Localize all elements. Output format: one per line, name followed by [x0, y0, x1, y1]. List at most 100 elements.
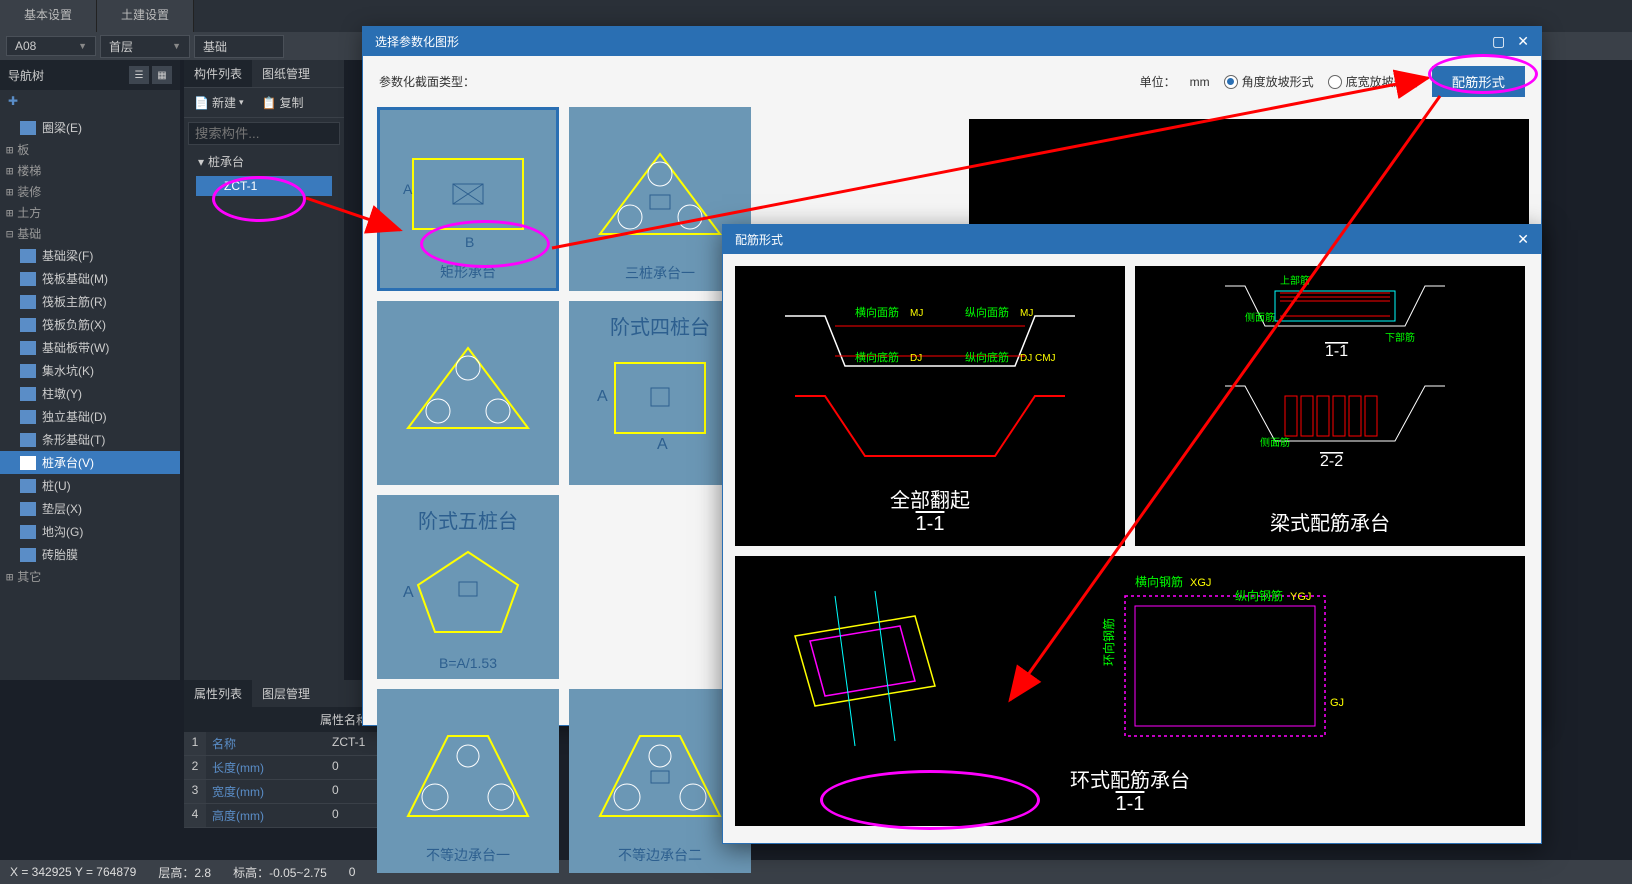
nav-item-decoration[interactable]: ⊞装修 — [0, 181, 180, 202]
nav-item-stair[interactable]: ⊞楼梯 — [0, 160, 180, 181]
rebar-card-beam[interactable]: 上部筋 侧面筋 下部筋 1-1 侧面筋 2-2 梁式配筋承台 — [1135, 266, 1525, 546]
svg-text:A: A — [403, 181, 413, 197]
tab-drawing-manage[interactable]: 图纸管理 — [252, 60, 320, 87]
radio-width-slope[interactable]: 底宽放坡形式 — [1328, 73, 1418, 90]
shape-card-irreg1[interactable]: 不等边承台一 — [377, 689, 559, 873]
tab-layer-manage[interactable]: 图层管理 — [252, 680, 320, 707]
chevron-down-icon: ▼ — [172, 41, 181, 51]
svg-text:XGJ: XGJ — [1190, 577, 1211, 589]
rebar-card-caption: 梁式配筋承台 — [1135, 507, 1525, 536]
close-icon[interactable]: ✕ — [1517, 33, 1529, 50]
nav-item-pile-cap[interactable]: 桩承台(V) — [0, 451, 180, 474]
rebar-dialog-title: 配筋形式 — [735, 231, 783, 248]
coord-readout: X = 342925 Y = 764879 — [10, 865, 136, 879]
shape-card-step5[interactable]: 阶式五桩台 A B=A/1.53 — [377, 495, 559, 679]
annotation-circle — [420, 220, 550, 268]
annotation-circle — [212, 176, 306, 222]
tab-civil-settings[interactable]: 土建设置 — [97, 0, 194, 32]
svg-text:横向底筋: 横向底筋 — [855, 350, 899, 364]
cushion-icon — [20, 502, 36, 516]
nav-item-earthwork[interactable]: ⊞土方 — [0, 202, 180, 223]
svg-text:侧面筋: 侧面筋 — [1245, 311, 1275, 324]
pile-icon — [20, 479, 36, 493]
svg-text:下部筋: 下部筋 — [1385, 331, 1415, 344]
unit-label: 单位： — [1140, 73, 1176, 90]
radio-angle-slope[interactable]: 角度放坡形式 — [1224, 73, 1314, 90]
svg-text:横向钢筋: 横向钢筋 — [1135, 574, 1183, 589]
nav-item-other[interactable]: ⊞其它 — [0, 566, 180, 587]
tab-basic-settings[interactable]: 基本设置 — [0, 0, 97, 32]
search-input[interactable] — [188, 122, 340, 145]
svg-text:1-1: 1-1 — [1325, 343, 1348, 360]
nav-tree-panel: 导航树 ☰ ▦ ✚ 圈梁(E) ⊞板 ⊞楼梯 ⊞装修 ⊞土方 ⊟基础 基础梁(F… — [0, 60, 180, 680]
shape-top-label: 阶式四桩台 — [610, 311, 710, 340]
shape-label: 不等边承台一 — [379, 845, 557, 865]
beam-icon — [20, 249, 36, 263]
svg-text:纵向底筋: 纵向底筋 — [965, 350, 1009, 364]
svg-text:A: A — [657, 436, 668, 453]
nav-item-brick-mold[interactable]: 砖胎膜 — [0, 543, 180, 566]
nav-item-isolated[interactable]: 独立基础(D) — [0, 405, 180, 428]
rebar-icon — [20, 295, 36, 309]
raft-icon — [20, 272, 36, 286]
tab-property-list[interactable]: 属性列表 — [184, 680, 252, 707]
svg-text:环向钢筋: 环向钢筋 — [1101, 618, 1116, 666]
component-list-panel: 构件列表 图纸管理 📄新建▾ 📋复制 ▾桩承台 ZCT-1 — [184, 60, 344, 680]
shape-card-tri3b[interactable] — [377, 301, 559, 485]
nav-item-pile[interactable]: 桩(U) — [0, 474, 180, 497]
grid-view-icon[interactable]: ▦ — [152, 66, 172, 84]
ring-beam-icon — [20, 121, 36, 135]
annotation-circle — [820, 770, 1040, 830]
nav-item-strip[interactable]: 基础板带(W) — [0, 336, 180, 359]
svg-text:YGJ: YGJ — [1290, 591, 1311, 603]
nav-item-raft-main[interactable]: 筏板主筋(R) — [0, 290, 180, 313]
nav-item-raft[interactable]: 筏板基础(M) — [0, 267, 180, 290]
shape-sub-label: B=A/1.53 — [379, 655, 557, 671]
svg-text:横向面筋: 横向面筋 — [855, 305, 899, 319]
tab-component-list[interactable]: 构件列表 — [184, 60, 252, 87]
nav-item-cushion[interactable]: 垫层(X) — [0, 497, 180, 520]
component-tree-root[interactable]: ▾桩承台 — [184, 149, 344, 174]
list-view-icon[interactable]: ☰ — [129, 66, 149, 84]
maximize-icon[interactable]: ▢ — [1492, 33, 1505, 50]
svg-text:CMJ: CMJ — [1035, 353, 1056, 364]
rebar-dialog-titlebar[interactable]: 配筋形式 ✕ — [723, 225, 1541, 254]
svg-text:A: A — [403, 584, 414, 601]
svg-text:MJ: MJ — [1020, 308, 1033, 319]
dialog-title: 选择参数化图形 — [375, 33, 459, 50]
svg-text:MJ: MJ — [910, 308, 923, 319]
rebar-form-dialog: 配筋形式 ✕ 横向面筋MJ 纵向面筋MJ 横向底筋DJ 纵向底筋DJ CMJ 全… — [722, 224, 1542, 844]
pier-icon — [20, 387, 36, 401]
svg-text:纵向钢筋: 纵向钢筋 — [1235, 588, 1283, 603]
nav-item-strip-foundation[interactable]: 条形基础(T) — [0, 428, 180, 451]
nav-item-foundation-beam[interactable]: 基础梁(F) — [0, 244, 180, 267]
svg-text:上部筋: 上部筋 — [1280, 274, 1310, 287]
rebar-card-caption: 全部翻起1-1 — [735, 484, 1125, 536]
nav-item-pier[interactable]: 柱墩(Y) — [0, 382, 180, 405]
svg-text:A: A — [597, 388, 608, 405]
nav-item-raft-neg[interactable]: 筏板负筋(X) — [0, 313, 180, 336]
isolated-icon — [20, 410, 36, 424]
floor-dropdown[interactable]: 首层▼ — [100, 35, 190, 58]
nav-item-ring-beam[interactable]: 圈梁(E) — [0, 116, 180, 139]
annotation-circle — [1428, 54, 1538, 94]
svg-text:DJ: DJ — [1020, 353, 1032, 364]
new-component-button[interactable]: 📄新建▾ — [188, 92, 250, 113]
building-code-dropdown[interactable]: A08▼ — [6, 36, 96, 56]
layer-height-label: 层高：2.8 — [158, 864, 211, 881]
close-icon[interactable]: ✕ — [1517, 231, 1529, 248]
dialog-titlebar[interactable]: 选择参数化图形 ▢ ✕ — [363, 27, 1541, 56]
shape-label: 不等边承台二 — [571, 845, 749, 865]
category-dropdown[interactable]: 基础 — [194, 35, 284, 58]
nav-item-sump[interactable]: 集水坑(K) — [0, 359, 180, 382]
nav-item-foundation[interactable]: ⊟基础 — [0, 223, 180, 244]
copy-component-button[interactable]: 📋复制 — [256, 92, 310, 113]
nav-item-trench[interactable]: 地沟(G) — [0, 520, 180, 543]
svg-text:GJ: GJ — [1330, 697, 1344, 709]
chevron-down-icon: ▼ — [78, 41, 87, 51]
add-icon[interactable]: ✚ — [0, 90, 180, 112]
svg-text:侧面筋: 侧面筋 — [1260, 436, 1290, 449]
rebar-card-flip[interactable]: 横向面筋MJ 纵向面筋MJ 横向底筋DJ 纵向底筋DJ CMJ 全部翻起1-1 — [735, 266, 1125, 546]
nav-item-slab[interactable]: ⊞板 — [0, 139, 180, 160]
svg-text:纵向面筋: 纵向面筋 — [965, 305, 1009, 319]
